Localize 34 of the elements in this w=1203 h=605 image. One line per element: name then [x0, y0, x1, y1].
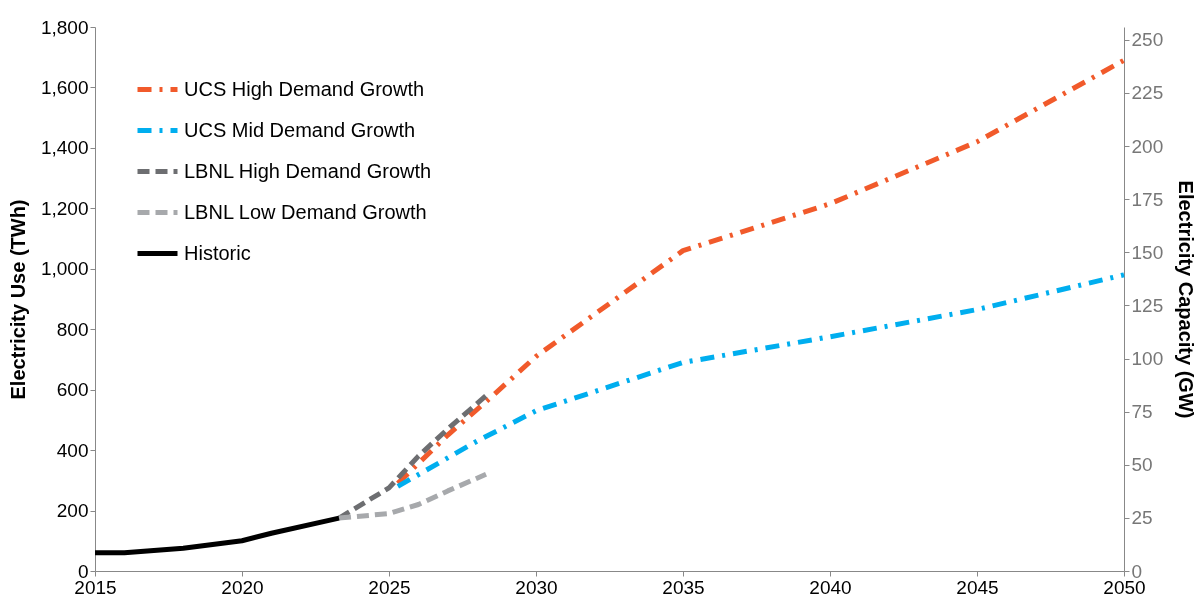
y2-tick-label: 225: [1131, 82, 1164, 104]
legend-label: UCS High Demand Growth: [184, 77, 425, 100]
y2-tick-label: 50: [1131, 454, 1153, 476]
y-tick-label: 0: [77, 560, 89, 582]
y2-tick-label: 0: [1131, 560, 1143, 582]
x-tick-label: 2020: [221, 576, 264, 598]
y-axis-title: Electricity Use (TWh): [6, 199, 29, 400]
legend-label: LBNL Low Demand Growth: [184, 200, 427, 223]
y-tick-label: 1,800: [40, 16, 89, 38]
y2-axis-title: Electricity Capacity (GW): [1175, 180, 1198, 419]
x-tick-label: 2025: [368, 576, 411, 598]
y2-tick-label: 25: [1131, 507, 1153, 529]
x-tick-label: 2040: [809, 576, 852, 598]
y-tick-label: 200: [56, 500, 89, 522]
y2-tick-label: 200: [1131, 135, 1164, 157]
y2-tick-label: 175: [1131, 188, 1164, 210]
x-tick-label: 2030: [515, 576, 558, 598]
y-tick-label: 600: [56, 379, 89, 401]
y2-tick-label: 125: [1131, 294, 1164, 316]
y-tick-label: 1,000: [40, 258, 89, 280]
y-tick-label: 1,600: [40, 76, 89, 98]
legend-label: UCS Mid Demand Growth: [184, 118, 416, 141]
y-tick-label: 400: [56, 439, 89, 461]
y-tick-label: 1,400: [40, 137, 89, 159]
x-tick-label: 2045: [956, 576, 999, 598]
y2-tick-label: 150: [1131, 241, 1164, 263]
y2-tick-label: 250: [1131, 29, 1164, 51]
x-tick-label: 2035: [662, 576, 705, 598]
y-tick-label: 1,200: [40, 197, 89, 219]
legend-label: Historic: [184, 241, 251, 264]
y-tick-label: 800: [56, 318, 89, 340]
legend-label: LBNL High Demand Growth: [184, 159, 432, 182]
y2-tick-label: 100: [1131, 348, 1164, 369]
y2-tick-label: 75: [1131, 401, 1153, 423]
